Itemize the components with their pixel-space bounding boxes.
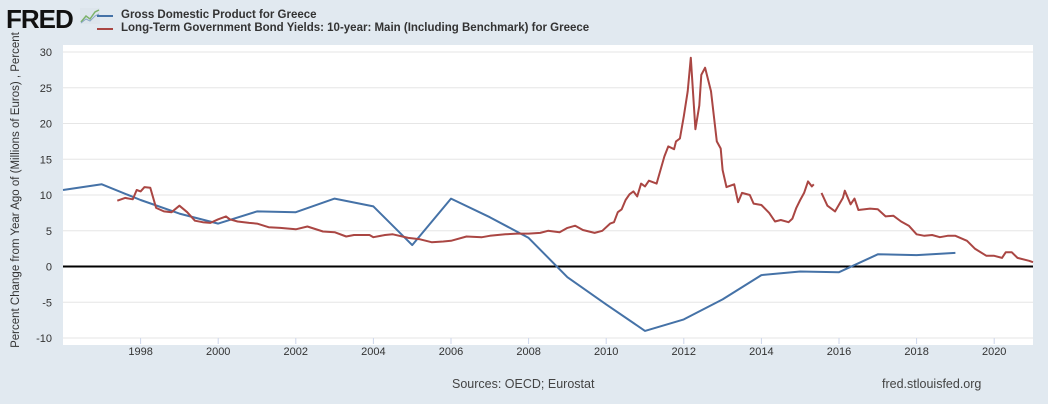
y-tick-label: 5 [46, 226, 52, 238]
y-tick-label: -10 [36, 333, 52, 345]
y-tick-label: -5 [42, 297, 52, 309]
legend-label-bond-yields: Long-Term Government Bond Yields: 10-yea… [121, 22, 590, 34]
x-tick-label: 2008 [516, 346, 540, 358]
y-tick-label: 30 [40, 47, 52, 59]
x-tick-label: 2010 [594, 346, 618, 358]
sources-note: Sources: OECD; Eurostat [452, 377, 595, 391]
x-tick-label: 2020 [982, 346, 1006, 358]
bond-yield-series-line [116, 56, 1034, 264]
x-tick-label: 2002 [284, 346, 308, 358]
x-tick-label: 2016 [827, 346, 851, 358]
legend-swatch-gdp [97, 14, 113, 17]
x-tick-label: 2000 [206, 346, 230, 358]
legend-item-gdp[interactable]: Gross Domestic Product for Greece [97, 9, 589, 22]
chart-legend: Gross Domestic Product for Greece Long-T… [97, 9, 589, 35]
x-tick-label: 2006 [439, 346, 463, 358]
x-tick-label: 1998 [128, 346, 152, 358]
x-tick-label: 2014 [749, 346, 773, 358]
fred-logo[interactable]: FRED [6, 4, 74, 34]
x-tick-label: 2004 [361, 346, 385, 358]
fred-url-link[interactable]: fred.stlouisfed.org [882, 377, 982, 391]
legend-label-gdp: Gross Domestic Product for Greece [121, 9, 317, 21]
legend-swatch-bond-yields [97, 27, 113, 30]
y-tick-label: 20 [40, 119, 52, 131]
y-tick-label: 25 [40, 83, 52, 95]
y-tick-label: 0 [46, 262, 52, 274]
x-tick-label: 2012 [672, 346, 696, 358]
y-tick-label: 10 [40, 190, 52, 202]
line-chart-icon [80, 8, 100, 24]
legend-item-bond-yields[interactable]: Long-Term Government Bond Yields: 10-yea… [97, 22, 589, 35]
x-tick-label: 2018 [904, 346, 928, 358]
y-axis-label: Percent Change from Year Ago of (Million… [10, 31, 22, 348]
y-tick-label: 15 [40, 154, 52, 166]
